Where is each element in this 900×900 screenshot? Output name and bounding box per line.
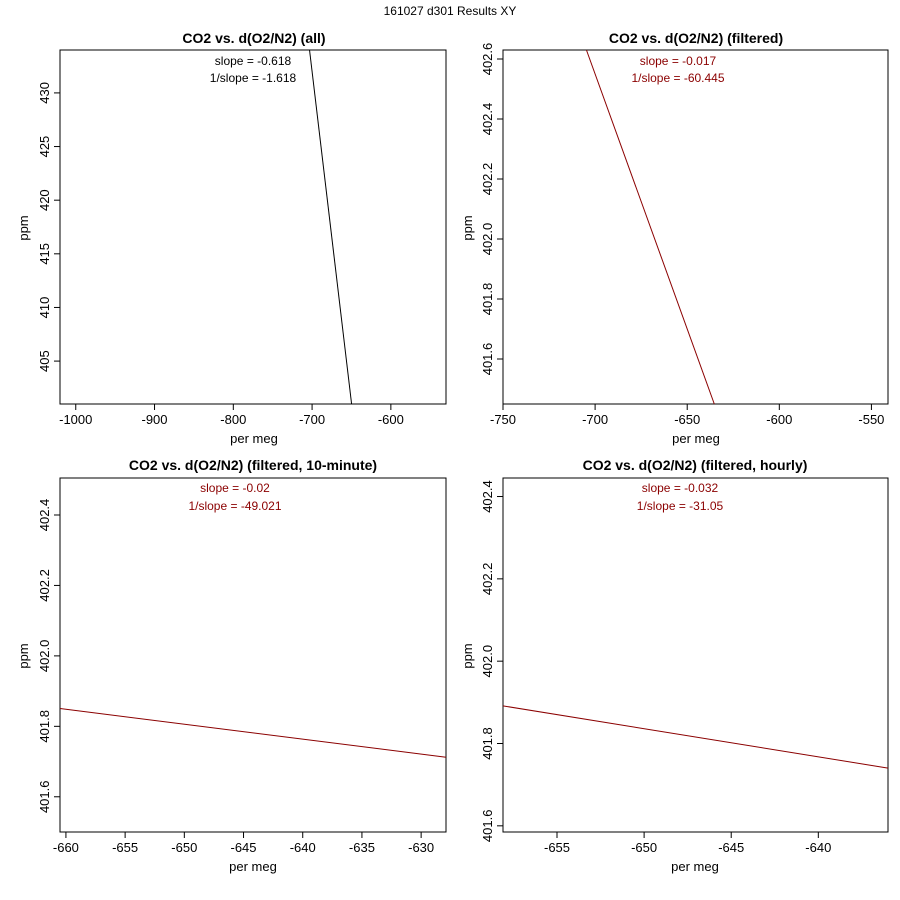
y-tick-label: 401.8 [480, 283, 495, 316]
x-tick-label: -800 [220, 412, 246, 427]
y-tick-label: 402.2 [480, 563, 495, 596]
panel-10-minute-plot: -660 -655 -650 -645 -640 -635 -630 401.6 401.8 40… [37, 477, 447, 855]
panel-all-ylabel: ppm [16, 215, 31, 240]
panel-hourly-slope-label: slope = -0.032 [642, 481, 719, 495]
figure-title: 161027 d301 Results XY [384, 4, 517, 18]
panel-filtered: CO2 vs. d(O2/N2) (filtered) -750 -700 -650… [460, 30, 889, 446]
panel-filtered-title: CO2 vs. d(O2/N2) (filtered) [609, 30, 783, 46]
panel-hourly-inv-slope-label: 1/slope = -31.05 [637, 499, 724, 513]
x-tick-label: -650 [171, 840, 197, 855]
panel-all-slope-label: slope = -0.618 [215, 54, 292, 68]
plot-frame [59, 49, 447, 405]
plot-frame [502, 477, 889, 833]
regression-line [59, 708, 447, 758]
plot-frame [59, 477, 447, 833]
y-tick-label: 401.6 [480, 810, 495, 843]
x-tick-label: -900 [142, 412, 168, 427]
y-tick-label: 402.2 [37, 569, 52, 602]
panel-all-plot: -1000 -900 -800 -700 -600 405 410 415 420 425 430 [37, 49, 447, 427]
panel-hourly-ylabel: ppm [460, 643, 475, 668]
panel-10-minute: CO2 vs. d(O2/N2) (filtered, 10-minute) -… [16, 457, 447, 874]
panel-all-xlabel: per meg [230, 431, 278, 446]
x-tick-label: -550 [858, 412, 884, 427]
y-tick-label: 401.8 [37, 710, 52, 743]
panel-filtered-inv-slope-label: 1/slope = -60.445 [631, 71, 724, 85]
x-tick-label: -660 [53, 840, 79, 855]
x-tick-label: -635 [349, 840, 375, 855]
panel-filtered-plot: -750 -700 -650 -600 -550 401.6 401.8 402.0 402.2… [480, 43, 889, 427]
panel-all: CO2 vs. d(O2/N2) (all) -1000 -900 -800 -700… [16, 30, 447, 446]
x-tick-label: -630 [408, 840, 434, 855]
regression-line [502, 705, 889, 769]
y-tick-label: 402.4 [480, 103, 495, 136]
panel-10-minute-ylabel: ppm [16, 643, 31, 668]
panel-all-inv-slope-label: 1/slope = -1.618 [210, 71, 297, 85]
y-tick-label: 410 [37, 297, 52, 319]
y-tick-label: 425 [37, 136, 52, 158]
panel-10-minute-xlabel: per meg [229, 859, 277, 874]
y-tick-label: 402.4 [480, 480, 495, 513]
x-tick-label: -655 [112, 840, 138, 855]
x-tick-label: -600 [766, 412, 792, 427]
x-tick-label: -750 [490, 412, 516, 427]
x-tick-label: -645 [718, 840, 744, 855]
x-tick-label: -640 [805, 840, 831, 855]
panel-10-minute-inv-slope-label: 1/slope = -49.021 [188, 499, 281, 513]
panel-filtered-xlabel: per meg [672, 431, 720, 446]
y-tick-label: 402.0 [480, 645, 495, 678]
panel-filtered-ylabel: ppm [460, 215, 475, 240]
y-tick-label: 402.6 [480, 43, 495, 76]
x-tick-label: -600 [378, 412, 404, 427]
y-tick-label: 401.6 [37, 781, 52, 814]
y-tick-label: 402.4 [37, 499, 52, 532]
x-tick-label: -645 [231, 840, 257, 855]
panel-10-minute-title: CO2 vs. d(O2/N2) (filtered, 10-minute) [129, 457, 377, 473]
y-tick-label: 401.8 [480, 727, 495, 760]
panel-hourly-plot: -655 -650 -645 -640 401.6 401.8 402.0 402.2 402.… [480, 477, 889, 855]
regression-line [309, 49, 353, 405]
x-tick-label: -640 [290, 840, 316, 855]
y-tick-label: 420 [37, 189, 52, 211]
panel-hourly: CO2 vs. d(O2/N2) (filtered, hourly) -655… [460, 457, 889, 874]
y-tick-label: 415 [37, 243, 52, 265]
x-tick-label: -1000 [59, 412, 92, 427]
x-tick-label: -700 [299, 412, 325, 427]
y-tick-label: 402.0 [480, 223, 495, 256]
x-tick-label: -650 [674, 412, 700, 427]
y-tick-label: 402.0 [37, 640, 52, 673]
panel-hourly-title: CO2 vs. d(O2/N2) (filtered, hourly) [583, 457, 808, 473]
y-tick-label: 430 [37, 82, 52, 104]
x-tick-label: -655 [544, 840, 570, 855]
x-tick-label: -650 [631, 840, 657, 855]
panel-hourly-xlabel: per meg [671, 859, 719, 874]
y-tick-label: 402.2 [480, 163, 495, 196]
y-tick-label: 405 [37, 350, 52, 372]
y-tick-label: 401.6 [480, 343, 495, 376]
panel-filtered-slope-label: slope = -0.017 [640, 54, 717, 68]
plot-frame [502, 49, 889, 405]
panel-10-minute-slope-label: slope = -0.02 [200, 481, 270, 495]
regression-line [585, 49, 715, 405]
panel-all-title: CO2 vs. d(O2/N2) (all) [182, 30, 325, 46]
x-tick-label: -700 [582, 412, 608, 427]
